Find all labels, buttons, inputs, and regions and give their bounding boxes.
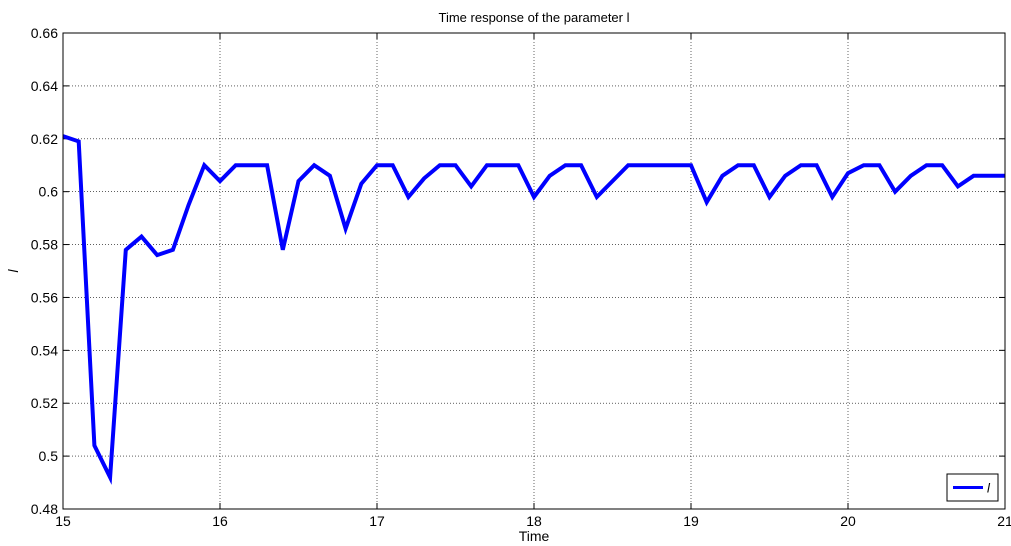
x-tick-label: 21 (997, 513, 1011, 529)
y-tick-label: 0.66 (31, 25, 58, 41)
chart-title: Time response of the parameter l (439, 10, 630, 25)
y-tick-labels: 0.48 0.5 0.52 0.54 0.56 0.58 0.6 0.62 0.64 0.66 (31, 25, 58, 517)
y-tick-label: 0.62 (31, 131, 58, 147)
x-tick-label: 17 (369, 513, 385, 529)
grid (63, 33, 1005, 509)
y-tick-label: 0.54 (31, 342, 58, 358)
plot-frame (62, 32, 1006, 510)
x-axis-title: Time (519, 528, 550, 544)
y-tick-label: 0.48 (31, 501, 58, 517)
x-tick-labels: 15 16 17 18 19 20 21 (55, 513, 1011, 529)
x-tick-label: 19 (683, 513, 699, 529)
x-tick-label: 15 (55, 513, 71, 529)
series-line-l (62, 134, 1005, 485)
x-tick-label: 18 (526, 513, 542, 529)
y-tick-label: 0.5 (39, 448, 59, 464)
legend-label-l: l (987, 481, 991, 496)
legend: l (946, 473, 999, 502)
y-tick-label: 0.6 (39, 184, 59, 200)
x-tick-label: 20 (840, 513, 856, 529)
x-tick-label: 16 (212, 513, 228, 529)
y-tick-label: 0.58 (31, 237, 58, 253)
y-axis-title: l (5, 269, 21, 273)
y-tick-label: 0.52 (31, 395, 58, 411)
y-tick-label: 0.56 (31, 289, 58, 305)
y-tick-label: 0.64 (31, 78, 58, 94)
